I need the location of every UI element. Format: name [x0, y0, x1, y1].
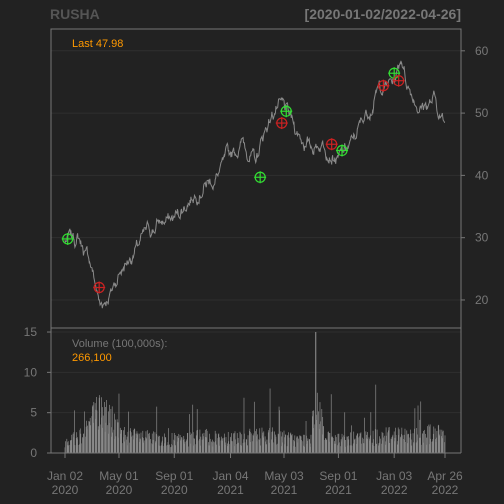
sell-signal-marker [325, 138, 338, 151]
buy-signal-marker [280, 105, 293, 118]
x-tick-label-year: 2022 [381, 483, 408, 497]
chart-title-date-range: [2020-01-02/2022-04-26] [304, 6, 461, 22]
buy-signal-marker [61, 232, 74, 245]
x-tick-label-date: May 03 [264, 469, 304, 483]
volume-tick-label: 0 [30, 446, 37, 460]
x-tick-label-year: 2020 [106, 483, 133, 497]
frame-layer [50, 28, 462, 454]
last-price-label: Last 47.98 [72, 38, 123, 50]
price-tick-label: 40 [475, 168, 489, 182]
sell-signal-marker [392, 74, 405, 87]
x-tick-label-date: Apr 26 [427, 469, 463, 483]
signal-markers-layer [61, 67, 405, 294]
x-tick-label-date: Sep 01 [155, 469, 193, 483]
x-tick-label-year: 2021 [217, 483, 244, 497]
volume-label: Volume (100,000s): [72, 338, 167, 350]
x-tick-label-year: 2020 [52, 483, 79, 497]
buy-signal-marker [254, 171, 267, 184]
x-tick-label-date: Jan 04 [212, 469, 248, 483]
x-tick-label-date: May 01 [99, 469, 139, 483]
x-tick-label-date: Sep 01 [319, 469, 357, 483]
volume-tick-label: 5 [30, 406, 37, 420]
volume-tick-label: 10 [24, 365, 38, 379]
price-series-line [64, 60, 446, 309]
x-tick-label-year: 2021 [271, 483, 298, 497]
price-tick-label: 20 [475, 293, 489, 307]
grid-layer [51, 50, 461, 454]
price-tick-label: 60 [475, 44, 489, 58]
sell-signal-marker [93, 281, 106, 294]
sell-signal-marker [275, 117, 288, 130]
x-tick-label-year: 2021 [325, 483, 352, 497]
sell-signal-marker [377, 79, 390, 92]
x-tick-label-date: Jan 03 [376, 469, 412, 483]
volume-tick-label: 15 [24, 325, 38, 339]
chart-title-symbol: RUSHA [50, 6, 100, 22]
x-tick-label-year: 2020 [161, 483, 188, 497]
price-panel-frame [50, 28, 462, 329]
volume-last-value: 266,100 [72, 352, 112, 364]
x-tick-label-date: Jan 02 [47, 469, 83, 483]
price-tick-label: 30 [475, 231, 489, 245]
x-tick-label-year: 2022 [432, 483, 459, 497]
buy-signal-marker [336, 144, 349, 157]
volume-bars-layer [64, 332, 446, 453]
price-line-layer [64, 60, 446, 309]
price-tick-label: 50 [475, 106, 489, 120]
